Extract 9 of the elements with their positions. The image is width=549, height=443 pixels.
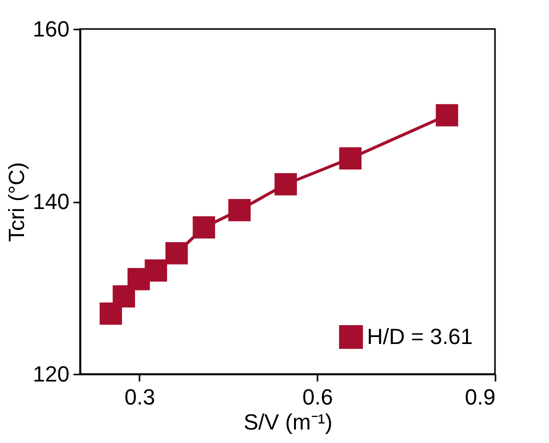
y-tick-label: 140: [32, 189, 70, 214]
legend-label: H/D = 3.61: [367, 324, 473, 349]
x-tick-label: 0.9: [464, 384, 496, 410]
y-axis-title: Tcri (°C): [4, 162, 29, 242]
y-tick-label: 120: [32, 362, 70, 386]
y-tick-label: 160: [32, 16, 70, 42]
x-tick-label: 0.3: [124, 384, 156, 410]
x-tick-label: 0.6: [302, 384, 333, 410]
x-axis-title: S/V (m⁻¹): [244, 410, 332, 434]
